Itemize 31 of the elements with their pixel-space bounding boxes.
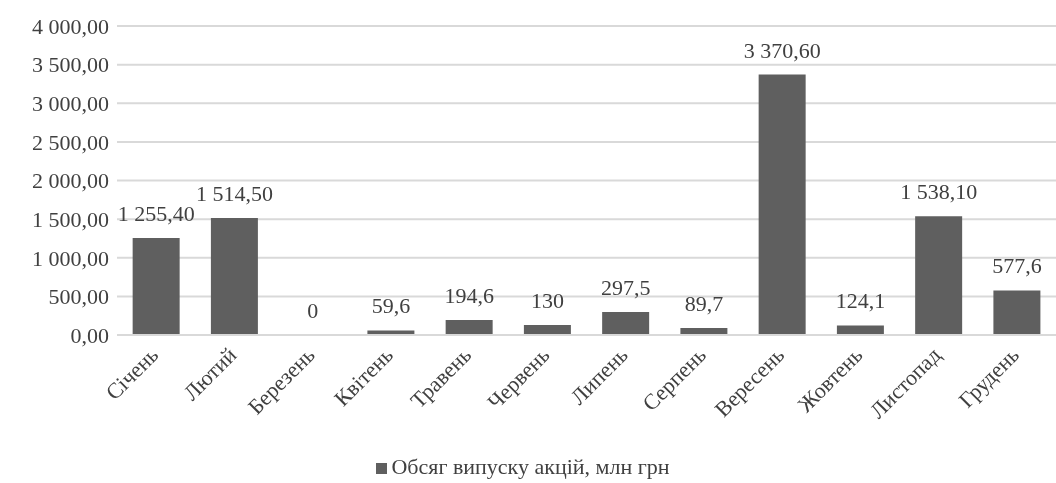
bar [523,324,571,335]
data-label: 59,6 [371,293,411,319]
y-tick-label: 2 000,00 [32,168,109,194]
data-label: 1 255,40 [117,201,195,227]
data-label: 124,1 [835,288,886,314]
y-tick-label: 4 000,00 [32,13,109,39]
data-label: 1 538,10 [900,179,978,205]
bar [915,216,963,335]
bar [602,312,650,335]
y-tick-label: 1 500,00 [32,206,109,232]
data-label: 0 [307,298,319,323]
y-tick-label: 0,00 [70,322,109,348]
bar [836,325,884,335]
data-label: 297,5 [600,275,651,301]
bar [132,238,180,335]
y-tick-label: 2 500,00 [32,129,109,155]
y-tick-label: 3 000,00 [32,91,109,117]
bar [758,74,806,335]
legend-label: Обсяг випуску акцій, млн грн [391,454,670,479]
data-label: 130 [530,287,564,313]
bar [210,218,258,335]
bar [445,319,493,335]
data-label: 3 370,60 [743,37,821,63]
y-tick-label: 1 000,00 [32,245,109,271]
data-label: 194,6 [444,282,494,308]
y-tick-label: 3 500,00 [32,52,109,78]
data-label: 89,7 [684,291,724,317]
data-label: 1 514,50 [195,181,273,206]
data-label: 577,6 [992,253,1042,279]
bar [993,290,1041,335]
y-tick-label: 500,00 [48,284,109,310]
